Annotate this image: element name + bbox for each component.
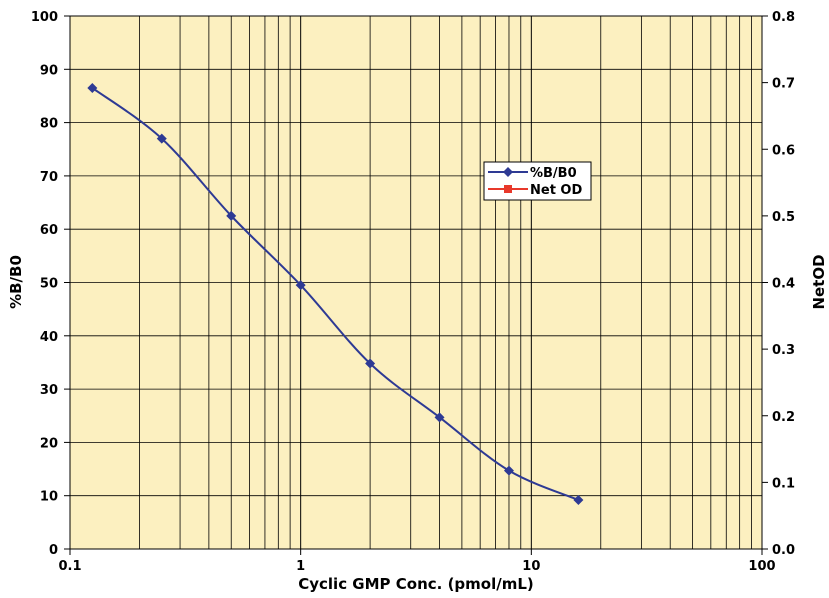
- x-axis-title: Cyclic GMP Conc. (pmol/mL): [298, 575, 534, 593]
- x-tick-label: 1: [296, 559, 305, 574]
- y-right-tick-label: 0.6: [772, 143, 795, 158]
- data-point: [87, 82, 98, 93]
- data-point: [434, 412, 445, 423]
- legend-label-bb0: %B/B0: [530, 166, 577, 181]
- y-right-tick-label: 0.7: [772, 77, 795, 92]
- y-left-tick-label: 70: [40, 170, 58, 185]
- data-point: [365, 358, 376, 369]
- y-left-tick-label: 90: [40, 63, 58, 78]
- y-right-tick-label: 0.4: [772, 277, 795, 292]
- y-left-tick-label: 30: [40, 383, 58, 398]
- y-left-tick-label: 0: [49, 543, 58, 558]
- y-right-tick-label: 0.5: [772, 210, 795, 225]
- data-point: [295, 280, 306, 291]
- legend-label-netod: Net OD: [530, 183, 582, 198]
- x-tick-label: 100: [748, 559, 775, 574]
- y-left-tick-label: 60: [40, 223, 58, 238]
- legend-box: [483, 161, 592, 201]
- data-point: [226, 210, 237, 221]
- series-line-0: [91, 87, 579, 501]
- y-right-tick-label: 0.3: [772, 343, 795, 358]
- y-axis-left-title: %B/B0: [7, 255, 25, 309]
- legend-marker-bb0: [503, 167, 513, 177]
- axis-ticks: [64, 15, 768, 555]
- tick-labels: 01020304050607080901000.00.10.20.30.40.5…: [31, 10, 795, 574]
- y-left-tick-label: 100: [31, 10, 58, 25]
- legend-marker-netod: [504, 185, 512, 193]
- y-right-tick-label: 0.1: [772, 476, 795, 491]
- y-right-tick-label: 0.0: [772, 543, 795, 558]
- data-point: [573, 494, 584, 505]
- y-left-tick-label: 20: [40, 436, 58, 451]
- y-left-tick-label: 50: [40, 277, 58, 292]
- y-left-tick-label: 80: [40, 117, 58, 132]
- grid: [70, 16, 762, 549]
- y-right-tick-label: 0.8: [772, 10, 795, 25]
- y-right-tick-label: 0.2: [772, 410, 795, 425]
- series-layer: [87, 82, 584, 505]
- x-tick-label: 0.1: [58, 559, 81, 574]
- y-axis-right-title: NetOD: [810, 254, 828, 309]
- data-point: [156, 133, 167, 144]
- y-left-tick-label: 40: [40, 330, 58, 345]
- y-left-tick-label: 10: [40, 490, 58, 505]
- x-tick-label: 10: [522, 559, 540, 574]
- data-point: [503, 465, 514, 476]
- legend: %B/B0 Net OD: [483, 161, 592, 201]
